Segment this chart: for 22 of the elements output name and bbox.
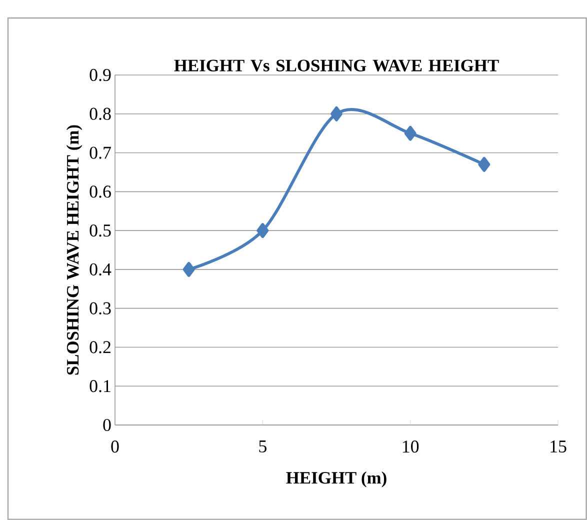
point [478,156,490,172]
y-tick-label: 0.1 [90,380,110,392]
point [182,262,195,277]
point [256,223,269,238]
y-axis-title: SLOSHING WAVE HEIGHT (m) [66,125,82,375]
y-tick-label: 0.5 [90,224,111,237]
x-axis-title: HEIGHT (m) [286,471,386,488]
x-tick-label: 5 [259,440,266,452]
y-tick-label: 0.2 [90,341,110,354]
chart-title: HEIGHT Vs SLOSHING WAVE HEIGHT [174,60,499,72]
y-tick-label: 0.9 [90,68,111,82]
y-tick-label: 0 [103,418,111,432]
y-tick-label: 0.6 [90,186,111,198]
y-tick-label: 0.7 [90,146,111,159]
y-tick-label: 0.8 [90,108,111,120]
point [330,106,343,122]
y-tick-label: 0.4 [90,263,112,276]
x-tick-label: 15 [550,440,566,453]
y-tick-label: 0.3 [90,302,111,314]
x-tick-label: 10 [402,440,419,453]
point [404,126,416,141]
x-tick-label: 0 [111,440,119,453]
